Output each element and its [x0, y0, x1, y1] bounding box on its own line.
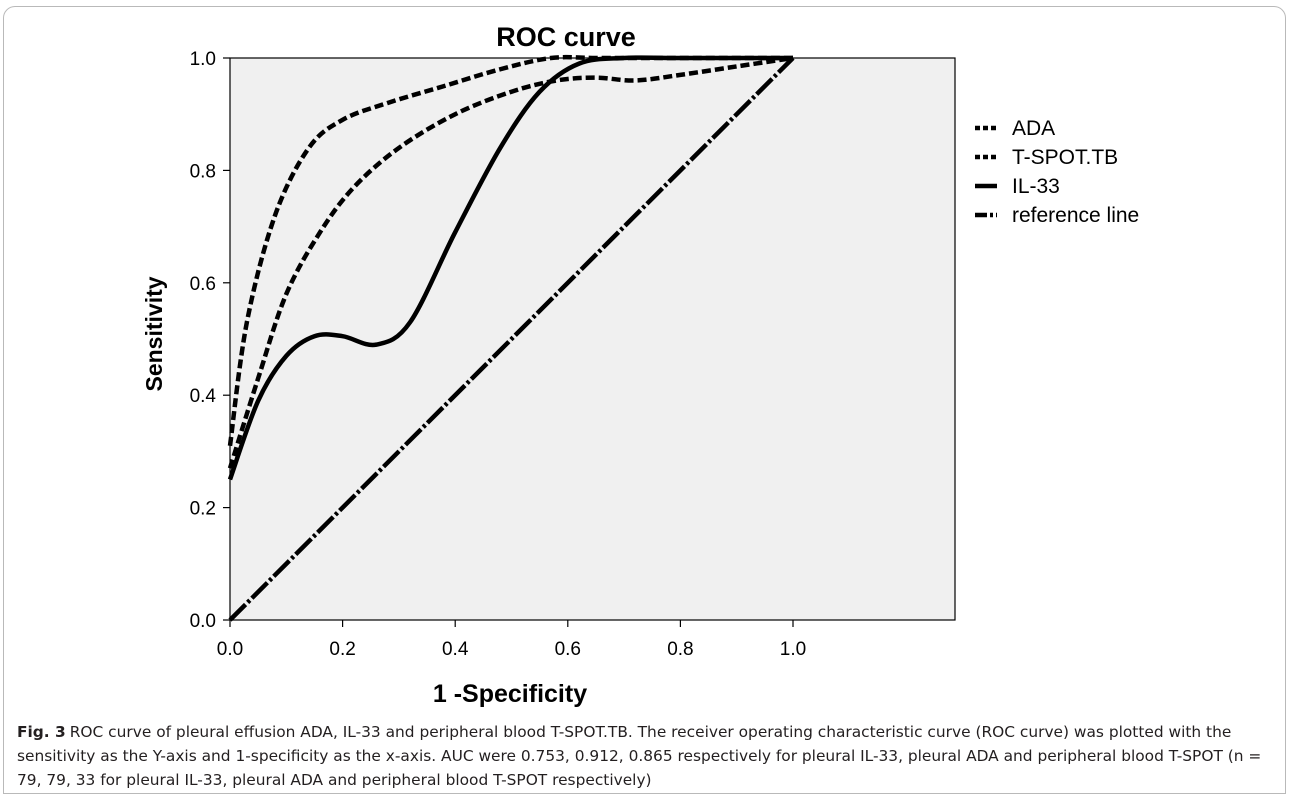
x-tick-label: 0.6 [555, 639, 581, 660]
figure-caption: Fig. 3 ROC curve of pleural effusion ADA,… [17, 720, 1279, 792]
chart-title: ROC curve [496, 22, 636, 52]
x-axis-label: 1 -Specificity [433, 680, 587, 708]
series-layer [227, 54, 795, 622]
x-tick-label: 0.8 [667, 639, 693, 660]
legend-label: ADA [1012, 117, 1055, 140]
caption-text: ROC curve of pleural effusion ADA, IL-33… [17, 723, 1262, 789]
series-line-reference-line [228, 56, 795, 622]
series-line-il-33 [227, 55, 793, 481]
legend: ADA T-SPOT.TB IL-33 reference line [975, 117, 1139, 227]
plot-area [229, 57, 956, 621]
legend-label: IL-33 [1012, 175, 1060, 198]
x-tick-label: 1.0 [780, 639, 806, 660]
x-tick-label: 0.4 [442, 639, 469, 660]
legend-label: T-SPOT.TB [1012, 146, 1118, 169]
axis-layer: 0.0 0.2 0.4 0.6 0.8 1.0 0.0 0.2 0.4 0.6 0.8 1.0 [190, 49, 807, 660]
y-tick-label: 0.0 [190, 611, 216, 632]
y-tick-label: 0.8 [190, 161, 216, 182]
y-axis-label: Sensitivity [141, 276, 167, 391]
series-line-t-spot-tb [227, 55, 794, 469]
y-tick-label: 0.6 [190, 274, 216, 295]
series-line-ada [227, 54, 793, 447]
y-tick-label: 0.2 [190, 499, 216, 520]
x-tick-label: 0.2 [329, 639, 355, 660]
caption-label: Fig. 3 [17, 723, 66, 741]
roc-chart: 0.0 0.2 0.4 0.6 0.8 1.0 0.0 0.2 0.4 0.6 0.8 1.0 ROC… [141, 22, 1139, 708]
x-tick-label: 0.0 [217, 639, 243, 660]
figure-frame [3, 6, 1286, 794]
legend-label: reference line [1012, 204, 1139, 227]
y-tick-label: 1.0 [190, 49, 216, 70]
y-tick-label: 0.4 [190, 386, 217, 407]
